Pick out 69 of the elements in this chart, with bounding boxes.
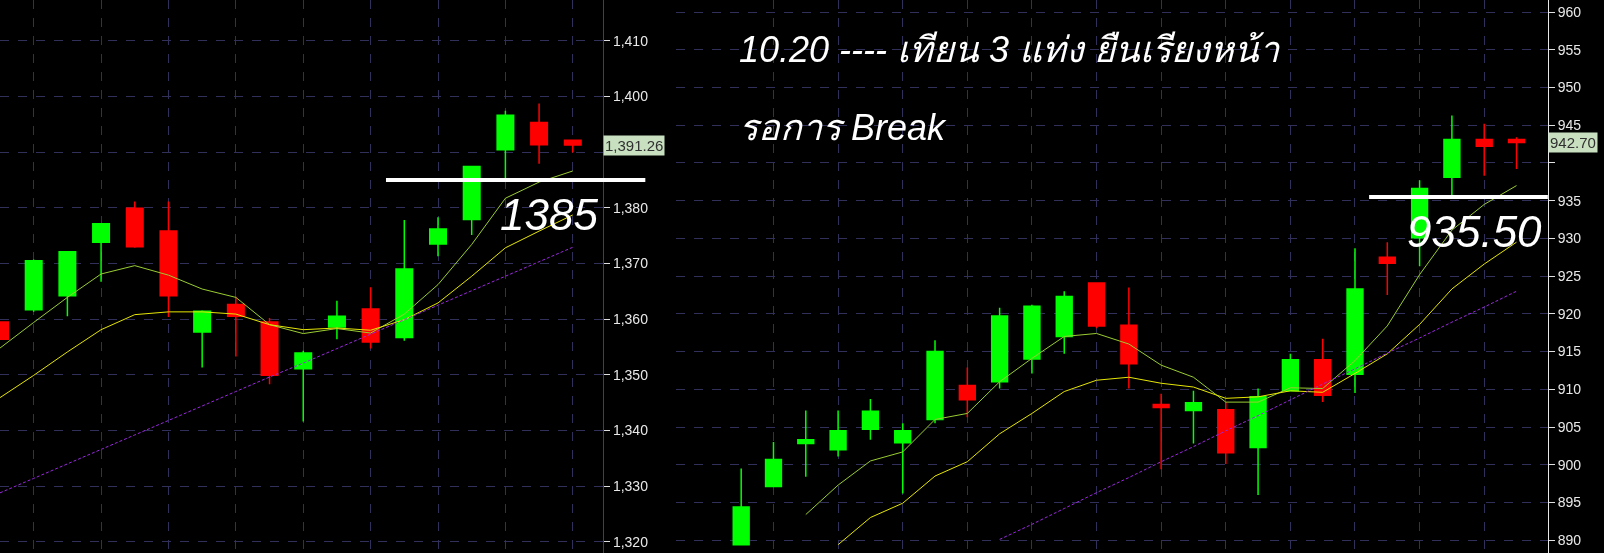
candlestick (24, 258, 43, 313)
candlestick (58, 250, 77, 318)
y-tick-label: 890 (1557, 532, 1582, 549)
line-series (0, 246, 574, 494)
y-tick-label: 950 (1557, 79, 1582, 96)
candlestick (1249, 387, 1267, 496)
candlestick (159, 200, 178, 318)
y-tick-label: 1,380 (612, 199, 649, 216)
candlestick (990, 307, 1009, 390)
candlestick (1443, 114, 1461, 197)
candlestick (1217, 401, 1235, 465)
candlestick (361, 286, 380, 350)
candlestick (1184, 390, 1203, 445)
y-tick-label: 925 (1557, 268, 1582, 285)
ref-line-label: 1385 (500, 190, 599, 239)
y-tick-label: 945 (1557, 117, 1582, 134)
y-tick-label: 1,400 (612, 88, 649, 105)
text: 942.70 (1550, 134, 1596, 151)
candlestick (1120, 286, 1138, 390)
candlestick (1281, 353, 1300, 392)
candlestick (894, 422, 912, 495)
candlestick (125, 200, 144, 249)
y-tick-label: 960 (1557, 3, 1582, 20)
y-tick-label: 915 (1557, 343, 1582, 360)
candlestick (829, 409, 847, 458)
y-tick-label: 1,330 (612, 478, 649, 495)
candlestick (429, 216, 448, 257)
y-tick-label: 1,410 (612, 32, 649, 49)
candlestick (226, 296, 245, 358)
y-tick-label: 1,350 (612, 366, 649, 383)
candlestick (861, 398, 880, 441)
y-tick-label: 1,340 (612, 422, 649, 439)
candlestick (530, 102, 549, 165)
annotation: รอการ Break (739, 107, 948, 148)
y-tick-label: 920 (1557, 305, 1582, 322)
candlestick (1346, 247, 1364, 394)
candlestick (395, 219, 414, 342)
candlestick (958, 366, 976, 418)
candlestick (294, 350, 313, 423)
y-tick-label: 895 (1557, 494, 1582, 511)
y-tick-label: 955 (1557, 41, 1582, 58)
candlestick (1475, 122, 1493, 177)
candlestick (732, 467, 750, 546)
y-tick-label: 1,320 (612, 533, 649, 550)
candlestick (1087, 282, 1106, 329)
candlestick (327, 299, 346, 340)
candlestick (926, 339, 944, 424)
candlestick (496, 110, 515, 179)
candlestick (1378, 241, 1396, 296)
annotation: 10.20 ---- เทียน 3 แท่ง ยืนเรียงหน้า (739, 29, 1282, 70)
candlestick (1055, 290, 1073, 355)
y-tick-label: 935 (1557, 192, 1582, 209)
candlestick (260, 317, 279, 386)
candlestick (1152, 393, 1170, 471)
y-tick-label: 930 (1557, 230, 1582, 247)
text: 1,391.26 (605, 137, 664, 154)
y-tick-label: 900 (1557, 456, 1582, 473)
y-tick-label: 1,370 (612, 255, 649, 272)
y-tick-label: 910 (1557, 381, 1582, 398)
y-tick-label: 905 (1557, 418, 1582, 435)
y-tick-label: 1,360 (612, 311, 649, 327)
candlestick (1023, 304, 1041, 375)
candlestick (563, 139, 582, 154)
line-series (999, 290, 1518, 540)
candlestick (193, 309, 212, 369)
candlestick (764, 441, 783, 489)
candlestick (797, 409, 815, 478)
candlestick (92, 222, 111, 283)
candlestick (462, 165, 481, 236)
